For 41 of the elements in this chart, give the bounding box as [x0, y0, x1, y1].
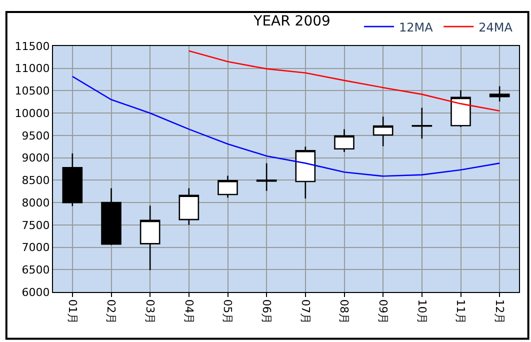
candlestick	[62, 152, 83, 207]
y-tick-label: 6500	[22, 263, 50, 276]
x-tick-label: 02月	[104, 299, 118, 324]
x-tick-label: 11月	[454, 299, 468, 324]
candlestick	[295, 146, 316, 200]
x-tick-label: 07月	[298, 299, 312, 324]
x-tick-label: 06月	[260, 299, 274, 324]
line-series	[72, 76, 500, 177]
candlestick	[256, 162, 277, 192]
x-tick-label: 03月	[144, 299, 157, 324]
legend-label: 12MA	[399, 20, 434, 34]
x-tick-label: 09月	[376, 299, 390, 324]
candlestick	[178, 188, 200, 226]
candlestick	[412, 107, 432, 140]
candlestick	[218, 175, 238, 198]
chart-title: YEAR 2009	[252, 13, 330, 30]
x-tick-label: 12月	[493, 299, 506, 324]
candlestick	[372, 116, 394, 147]
x-tick-label: 10月	[415, 299, 428, 324]
y-tick-label: 8000	[22, 196, 50, 210]
y-tick-label: 6000	[22, 286, 50, 299]
x-tick-label: 04月	[182, 299, 196, 324]
y-tick-label: 7000	[22, 241, 50, 254]
y-tick-label: 9000	[22, 152, 50, 165]
candlestick	[101, 188, 122, 246]
y-tick-label: 7500	[22, 218, 50, 232]
candlestick	[334, 128, 354, 153]
y-tick-label: 9500	[22, 129, 50, 142]
y-tick-label: 8500	[22, 174, 50, 188]
candlestick	[450, 90, 471, 128]
y-tick-label: 10000	[14, 106, 50, 120]
x-tick-label: 01月	[66, 299, 79, 324]
line-series	[188, 50, 500, 112]
candlestick	[140, 205, 160, 271]
y-tick-label: 11500	[14, 40, 50, 53]
x-tick-label: 08月	[338, 299, 351, 324]
legend-label: 24MA	[478, 20, 514, 34]
candlestick	[489, 86, 510, 102]
y-tick-label: 11000	[14, 62, 50, 76]
y-tick-label: 10500	[14, 84, 50, 98]
x-tick-label: 05月	[221, 299, 234, 324]
